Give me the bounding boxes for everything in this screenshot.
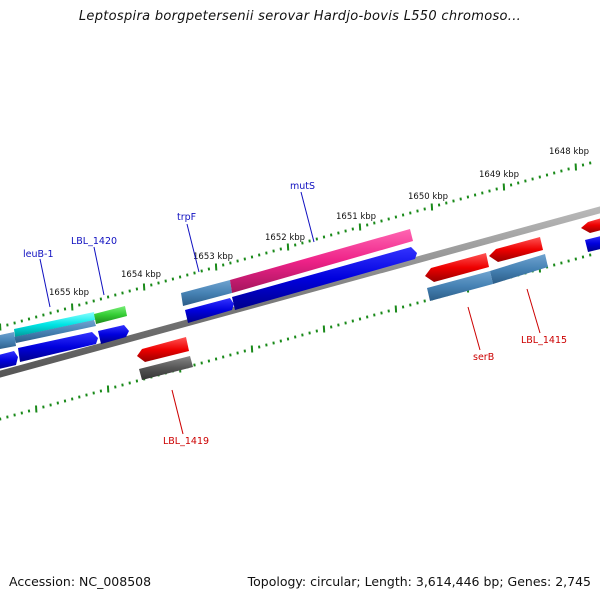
ruler-label: 1648 kbp	[549, 147, 589, 157]
reverse-cds-edge[interactable]	[581, 217, 600, 233]
grey-feature-LBL_1419[interactable]	[139, 356, 193, 380]
leader-line	[467, 306, 481, 351]
topology-text: Topology: circular; Length: 3,614,446 bp…	[247, 574, 591, 589]
ruler-label: 1653 kbp	[193, 252, 233, 262]
cyan-feature-leuB-1[interactable]	[14, 312, 95, 337]
ruler-label: 1652 kbp	[265, 233, 305, 243]
ruler-label: 1649 kbp	[479, 170, 519, 180]
gene-label-LBL_1420[interactable]: LBL_1420	[71, 236, 117, 247]
ruler-label: 1650 kbp	[408, 192, 448, 202]
forward-cds[interactable]	[185, 298, 234, 323]
gene-label-leuB-1[interactable]: leuB-1	[23, 249, 54, 260]
leader-line	[300, 191, 315, 243]
outer-ruler-ticks	[0, 161, 592, 331]
reverse-cds-LBL_1415[interactable]	[489, 237, 543, 262]
steelblue-feature-left[interactable]	[14, 320, 96, 343]
ruler-label: 1654 kbp	[121, 270, 161, 280]
forward-cds[interactable]	[585, 235, 600, 252]
ruler-label: 1655 kbp	[49, 288, 89, 298]
leader-line	[93, 246, 105, 296]
forward-cds[interactable]	[98, 325, 129, 344]
chromosome-backbone	[0, 206, 600, 378]
leader-line	[171, 389, 184, 435]
reverse-cds-serB[interactable]	[425, 253, 489, 282]
steelblue-feature-edge[interactable]	[0, 332, 16, 350]
forward-cds[interactable]	[0, 351, 18, 370]
leader-line	[186, 223, 200, 273]
magenta-feature-mutS[interactable]	[230, 229, 413, 293]
gene-label-mutS[interactable]: mutS	[290, 181, 315, 192]
leader-line	[526, 288, 541, 334]
gene-label-LBL_1415[interactable]: LBL_1415	[521, 335, 567, 346]
gene-label-serB[interactable]: serB	[473, 352, 494, 363]
steelblue-feature-LBL_1415[interactable]	[490, 254, 548, 284]
accession-text: Accession: NC_008508	[9, 574, 152, 589]
map-title: Leptospira borgpetersenii serovar Hardjo…	[78, 9, 522, 24]
leader-line	[39, 258, 51, 308]
steelblue-feature-serB[interactable]	[427, 271, 493, 301]
green-feature-LBL_1420[interactable]	[94, 306, 127, 324]
forward-cds[interactable]	[232, 247, 417, 310]
gene-label-trpF[interactable]: trpF	[177, 212, 196, 223]
forward-cds[interactable]	[18, 332, 98, 362]
gene-label-LBL_1419[interactable]: LBL_1419	[163, 436, 209, 447]
reverse-cds-LBL_1419[interactable]	[137, 337, 189, 362]
steelblue-feature-trpF[interactable]	[181, 280, 232, 306]
ruler-label: 1651 kbp	[336, 212, 376, 222]
